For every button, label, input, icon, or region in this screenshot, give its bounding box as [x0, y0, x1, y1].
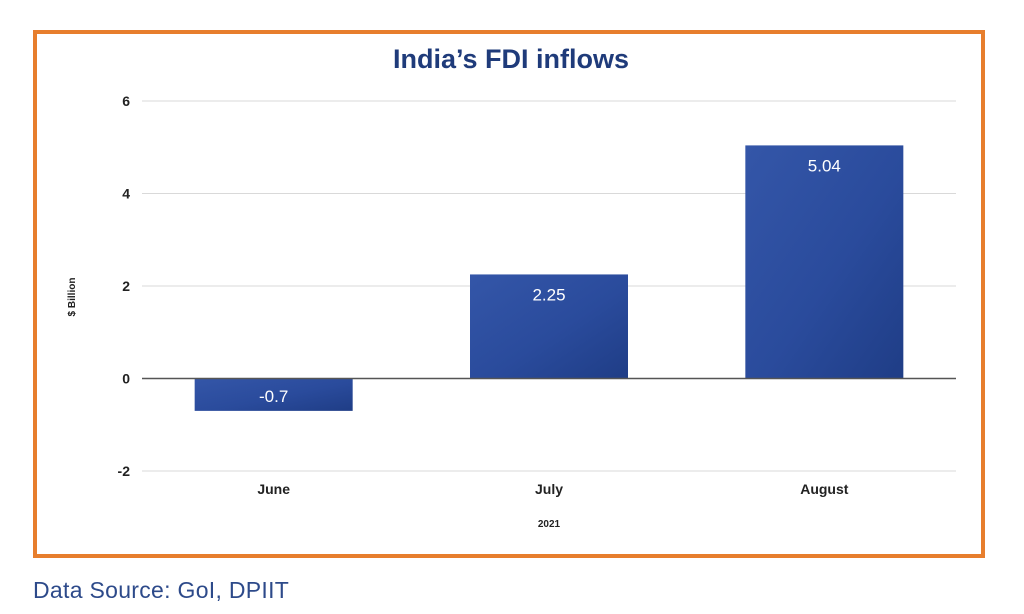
data-label: 2.25 [532, 285, 565, 304]
data-labels: -0.7 2.25 5.04 [259, 156, 841, 405]
bar-july [470, 274, 628, 379]
bar-june [194, 378, 353, 411]
x-axis-categories: June July August [257, 481, 848, 497]
y-tick-label: 0 [122, 371, 130, 387]
data-label: 5.04 [808, 156, 841, 175]
y-tick-label: -2 [118, 463, 131, 479]
data-source-note: Data Source: GoI, DPIIT [33, 577, 290, 603]
data-label: -0.7 [259, 387, 288, 406]
y-tick-label: 6 [122, 93, 130, 109]
bars [194, 145, 904, 411]
x-tick-label: June [257, 481, 290, 497]
y-axis-ticks: -2 0 2 4 6 [118, 93, 131, 479]
chart-title: India’s FDI inflows [393, 44, 629, 74]
x-axis-label: 2021 [538, 519, 561, 530]
y-tick-label: 2 [122, 278, 130, 294]
y-axis-label: $ Billion [67, 278, 78, 317]
bar-august [745, 145, 904, 379]
y-tick-label: 4 [122, 186, 130, 202]
x-tick-label: August [800, 481, 849, 497]
x-tick-label: July [535, 481, 563, 497]
